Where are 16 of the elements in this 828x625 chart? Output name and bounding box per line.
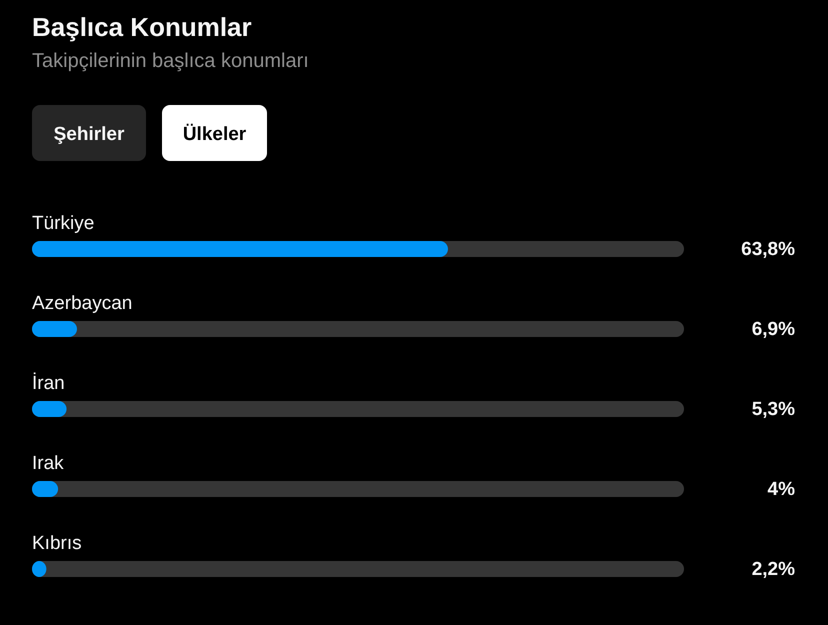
data-label: 5,3% (752, 399, 796, 420)
chart-title: Başlıca Konumlar (32, 12, 252, 42)
bar (32, 401, 67, 417)
y-tick-label: İran (32, 372, 65, 394)
y-tick-label: Irak (32, 453, 64, 474)
chart-subtitle: Takipçilerinin başlıca konumları (32, 50, 309, 72)
y-tick-label: Azerbaycan (32, 293, 132, 314)
toggle-button: Ülkeler (162, 105, 267, 161)
data-label: 6,9% (752, 319, 796, 340)
toggle-button: Şehirler (32, 105, 146, 161)
data-label: 63,8% (741, 239, 796, 260)
data-label: 4% (768, 479, 796, 500)
bar (32, 321, 77, 337)
y-tick-label: Kıbrıs (32, 533, 82, 554)
y-tick-label: Türkiye (32, 213, 94, 234)
data-label: 2,2% (752, 559, 796, 580)
